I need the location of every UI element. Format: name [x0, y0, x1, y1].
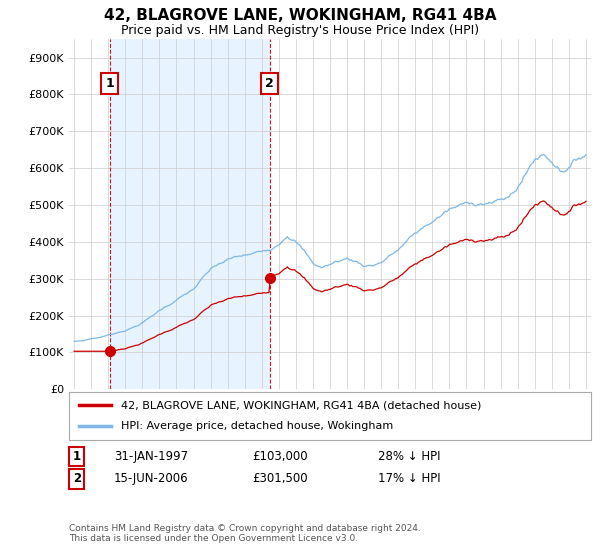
Text: 2: 2	[265, 77, 274, 90]
Text: Price paid vs. HM Land Registry's House Price Index (HPI): Price paid vs. HM Land Registry's House …	[121, 24, 479, 36]
Bar	[110, 39, 269, 389]
Text: 17% ↓ HPI: 17% ↓ HPI	[378, 472, 440, 486]
Text: 1: 1	[105, 77, 114, 90]
Text: 28% ↓ HPI: 28% ↓ HPI	[378, 450, 440, 463]
Text: 15-JUN-2006: 15-JUN-2006	[114, 472, 188, 486]
Text: Contains HM Land Registry data © Crown copyright and database right 2024.
This d: Contains HM Land Registry data © Crown c…	[69, 524, 421, 543]
Text: 42, BLAGROVE LANE, WOKINGHAM, RG41 4BA (detached house): 42, BLAGROVE LANE, WOKINGHAM, RG41 4BA (…	[121, 400, 482, 410]
Text: 1: 1	[73, 450, 81, 463]
Text: 42, BLAGROVE LANE, WOKINGHAM, RG41 4BA: 42, BLAGROVE LANE, WOKINGHAM, RG41 4BA	[104, 8, 496, 24]
Text: HPI: Average price, detached house, Wokingham: HPI: Average price, detached house, Woki…	[121, 421, 394, 431]
Text: £301,500: £301,500	[252, 472, 308, 486]
Text: £103,000: £103,000	[252, 450, 308, 463]
Text: 2: 2	[73, 472, 81, 486]
Text: 31-JAN-1997: 31-JAN-1997	[114, 450, 188, 463]
